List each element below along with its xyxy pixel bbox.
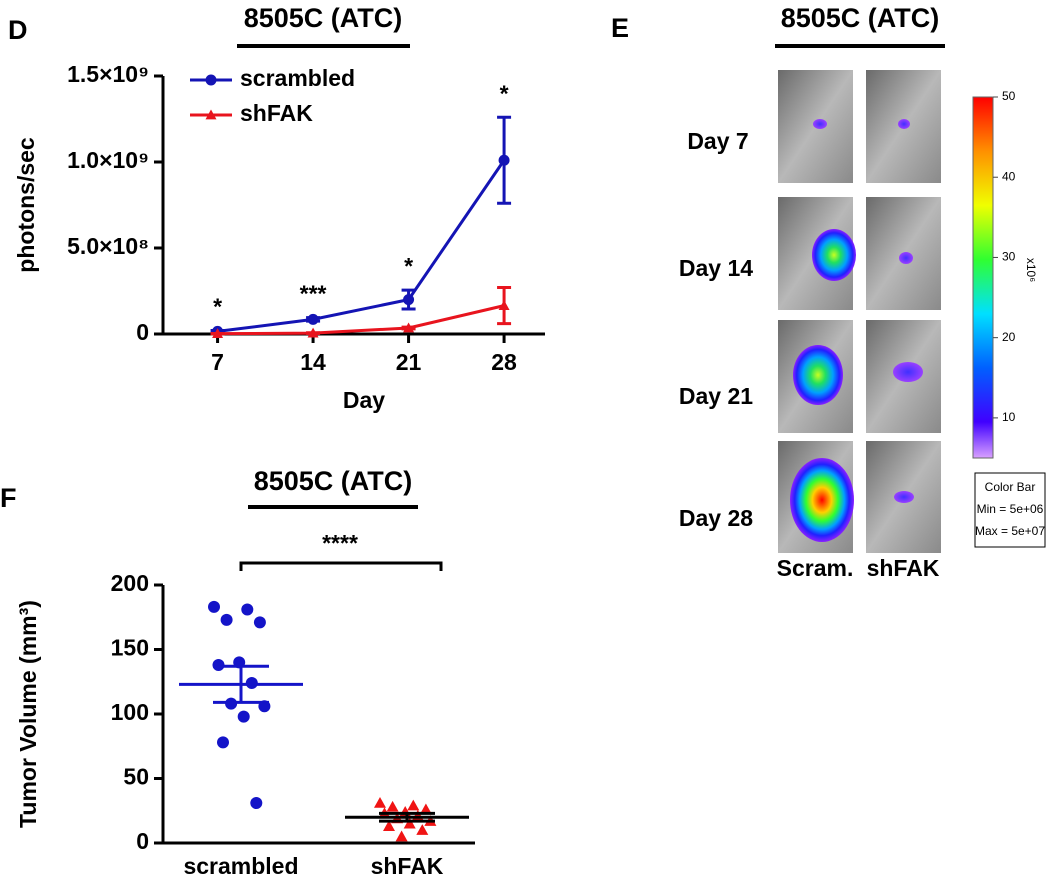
color-bar-unit: x10⁶ (1024, 258, 1038, 282)
x-tick-label: 14 (300, 349, 326, 375)
marker (307, 313, 319, 325)
marker (403, 322, 415, 333)
significance: * (213, 294, 222, 320)
panel-title: 8505C (ATC) (781, 3, 940, 33)
marker (403, 817, 416, 829)
panel-letter: D (8, 15, 28, 45)
x-tick-label: scrambled (183, 853, 298, 879)
x-tick-label: 28 (491, 349, 517, 375)
x-tick-label: 7 (211, 349, 224, 375)
marker (419, 803, 432, 815)
signal (812, 229, 856, 281)
marker (416, 824, 429, 835)
color-bar (972, 96, 994, 459)
significance-bracket (239, 561, 443, 571)
color-bar-legend (974, 472, 1046, 548)
marker (208, 600, 220, 613)
x-tick-label: 21 (396, 349, 422, 375)
significance: *** (300, 281, 327, 307)
marker (237, 710, 250, 723)
color-bar-tick-label: 40 (1002, 169, 1016, 183)
signal (898, 119, 910, 129)
color-bar-tick-label: 10 (1002, 410, 1016, 424)
y-axis-label: Tumor Volume (mm³) (15, 600, 41, 828)
row-label: Day 28 (679, 505, 753, 531)
marker (383, 820, 395, 832)
y-tick-label: 5.0×10⁸ (67, 233, 149, 259)
significance: **** (322, 530, 358, 556)
marker (220, 613, 233, 626)
marker (212, 328, 224, 339)
row-label: Day 21 (679, 383, 753, 409)
legend-marker (205, 74, 217, 86)
marker (374, 797, 386, 808)
signal (793, 345, 843, 405)
signal (899, 252, 913, 264)
significance: * (404, 253, 413, 279)
signal (813, 119, 827, 129)
y-tick-label: 50 (123, 764, 149, 790)
legend-text: Color Bar (985, 480, 1036, 494)
marker (217, 736, 229, 749)
signal (894, 491, 914, 503)
panel-letter: F (0, 483, 17, 513)
marker (241, 603, 254, 616)
imaging-panel: E 8505C (ATC) Day 7 Day 14 Day 21 Day 28… (611, 3, 1046, 581)
chart-title: 8505C (ATC) (254, 466, 413, 496)
column-label: Scram. (777, 555, 854, 581)
marker (498, 154, 510, 166)
color-bar-tick-label: 30 (1002, 250, 1016, 264)
marker (403, 294, 415, 306)
marker (407, 799, 420, 811)
y-tick-label: 0 (136, 319, 149, 345)
y-tick-label: 1.5×10⁹ (67, 61, 149, 87)
marker (498, 300, 510, 311)
panel-letter: E (611, 13, 629, 43)
color-bar-tick-label: 50 (1002, 89, 1016, 103)
legend-label: scrambled (240, 65, 355, 91)
y-tick-label: 100 (111, 699, 149, 725)
legend-text: Min = 5e+06 (977, 502, 1044, 516)
y-axis-label: photons/sec (13, 137, 39, 273)
marker (395, 830, 408, 842)
series-line (217, 304, 505, 336)
signal (790, 458, 854, 542)
legend-label: shFAK (240, 100, 313, 126)
marker (253, 616, 266, 629)
column-label: shFAK (867, 555, 940, 581)
sem-bar (213, 664, 269, 704)
image-grid (778, 70, 941, 553)
marker (386, 800, 399, 812)
signal (893, 362, 923, 382)
y-tick-label: 150 (111, 635, 149, 661)
series-line (217, 159, 506, 333)
legend-text: Max = 5e+07 (975, 524, 1045, 538)
x-axis-label: Day (343, 387, 385, 413)
row-label: Day 14 (679, 255, 753, 281)
color-bar-tick-label: 20 (1002, 330, 1016, 344)
y-tick-label: 200 (111, 570, 149, 596)
legend-marker (205, 109, 217, 120)
sem-bar (379, 811, 435, 823)
y-tick-label: 1.0×10⁹ (67, 147, 149, 173)
marker (307, 327, 319, 338)
row-label: Day 7 (687, 128, 748, 154)
significance: * (500, 80, 509, 106)
x-tick-label: shFAK (371, 853, 444, 879)
marker (250, 797, 263, 810)
chart-title: 8505C (ATC) (244, 3, 403, 33)
y-tick-label: 0 (136, 828, 149, 854)
